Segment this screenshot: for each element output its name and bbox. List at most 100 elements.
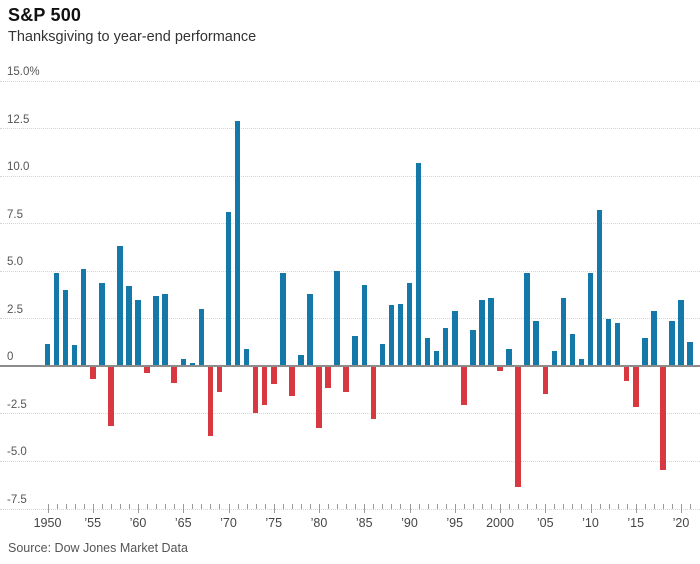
- bar-1977: [289, 367, 295, 396]
- bar-2003: [524, 273, 530, 367]
- x-tick-2020: [681, 504, 682, 513]
- bar-1961: [144, 367, 150, 374]
- bar-2005: [542, 367, 548, 394]
- x-tick-label-1960: ’60: [129, 516, 147, 530]
- bar-1981: [325, 367, 331, 389]
- bar-1973: [252, 367, 259, 413]
- y-tick-label: 12.5: [7, 113, 30, 126]
- gridline-y-2.5: [0, 318, 700, 320]
- x-tick-2013: [617, 504, 619, 509]
- bar-1968: [207, 367, 214, 436]
- x-tick-1996: [463, 504, 465, 509]
- x-tick-label-2015: ’15: [627, 516, 645, 530]
- x-tick-label-1990: ’90: [401, 516, 418, 530]
- bar-1990: [406, 282, 413, 367]
- bar-1993: [433, 351, 440, 367]
- bar-1964: [171, 367, 177, 383]
- bar-1982: [334, 271, 340, 367]
- x-tick-1953: [74, 504, 76, 509]
- x-tick-1989: [400, 504, 402, 509]
- bar-1995: [452, 311, 458, 367]
- bar-1965: [180, 358, 186, 367]
- x-tick-1973: [255, 504, 257, 509]
- x-tick-1956: [101, 504, 103, 509]
- bar-1992: [424, 337, 431, 367]
- bar-1998: [479, 299, 485, 367]
- x-tick-2011: [599, 504, 601, 509]
- bar-1972: [243, 349, 250, 367]
- x-tick-1992: [427, 504, 429, 509]
- bar-2001: [506, 349, 512, 367]
- x-tick-label-2000: 2000: [486, 516, 514, 530]
- bar-1980: [316, 367, 322, 429]
- x-tick-1986: [373, 504, 375, 509]
- bar-2007: [560, 297, 567, 367]
- gridline-y--5: [0, 460, 700, 462]
- gridline-y-7.5: [0, 223, 700, 225]
- bar-1984: [352, 335, 358, 367]
- x-tick-1960: [138, 504, 139, 513]
- x-tick-1962: [156, 504, 158, 509]
- bar-1975: [271, 367, 277, 385]
- x-tick-label-2010: ’10: [582, 516, 599, 530]
- x-tick-label-1995: ’95: [446, 516, 464, 530]
- x-tick-1969: [219, 504, 221, 509]
- x-tick-1961: [147, 504, 149, 509]
- y-tick-label: -5.0: [7, 446, 27, 459]
- bar-1956: [99, 282, 105, 367]
- bar-2015: [633, 367, 639, 408]
- bar-1994: [442, 328, 449, 367]
- x-tick-1985: [364, 504, 366, 513]
- x-tick-label-2020: ’20: [672, 516, 690, 530]
- y-tick-label: -7.5: [7, 494, 27, 506]
- source-text: Source: Dow Jones Market Data: [8, 541, 188, 555]
- x-tick-2017: [653, 504, 655, 509]
- bar-2014: [623, 367, 630, 381]
- x-tick-2000: [500, 504, 501, 513]
- bar-1983: [343, 367, 349, 393]
- chart-title: S&P 500: [8, 5, 82, 25]
- bar-2009: [578, 358, 585, 367]
- gridline-y-10: [0, 175, 700, 177]
- zero-axis-line: [0, 365, 700, 368]
- x-tick-2008: [572, 504, 574, 509]
- bar-1991: [415, 162, 422, 367]
- bar-1987: [379, 343, 386, 367]
- bar-2002: [515, 367, 521, 488]
- bar-2012: [605, 318, 612, 367]
- x-tick-2019: [671, 504, 673, 509]
- bar-2016: [642, 337, 648, 367]
- x-tick-1974: [264, 504, 266, 509]
- x-tick-1975: [273, 504, 275, 513]
- bar-1997: [470, 330, 476, 367]
- bar-1974: [261, 367, 268, 406]
- x-tick-1987: [382, 504, 384, 509]
- x-tick-2014: [626, 504, 628, 509]
- bar-1959: [126, 286, 132, 367]
- gridline-y-12.5: [0, 128, 700, 130]
- bar-1971: [234, 120, 241, 367]
- x-tick-1970: [228, 504, 230, 513]
- y-tick-label: 0: [7, 351, 14, 364]
- bar-2010: [587, 273, 594, 367]
- bar-2018: [660, 367, 666, 471]
- gridline-y--2.5: [0, 413, 700, 415]
- chart-subtitle: Thanksgiving to year-end performance: [8, 29, 257, 45]
- x-tick-1972: [246, 504, 248, 509]
- bar-1953: [71, 345, 78, 367]
- bar-1952: [62, 290, 69, 367]
- x-tick-1980: [319, 504, 320, 513]
- y-tick-label: 5.0: [7, 256, 23, 269]
- gridline-y-15: [0, 80, 700, 82]
- x-tick-2021: [690, 504, 692, 509]
- x-tick-2016: [644, 504, 646, 509]
- bar-1976: [280, 273, 286, 367]
- x-tick-1981: [328, 504, 330, 509]
- bar-1957: [108, 367, 114, 427]
- bar-1950: [44, 343, 51, 367]
- bar-1999: [488, 297, 494, 367]
- y-tick-label: 15.0%: [7, 66, 40, 78]
- bar-2000: [497, 367, 503, 372]
- bar-2008: [569, 333, 576, 367]
